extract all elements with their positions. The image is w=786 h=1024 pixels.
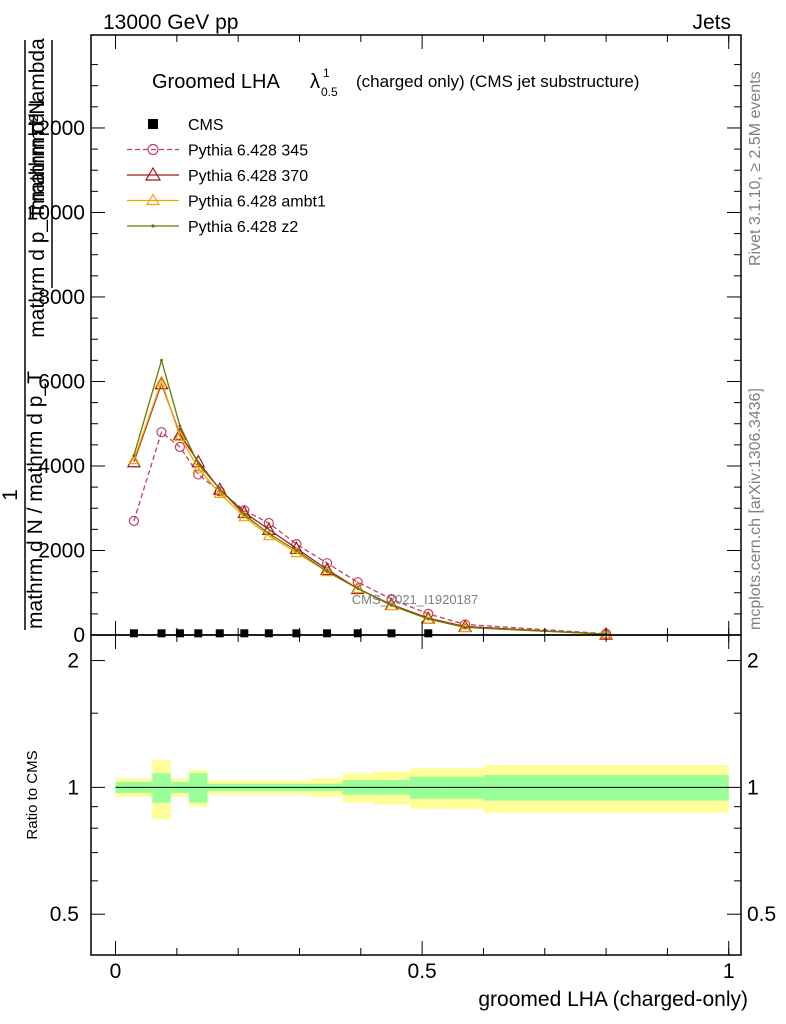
series-pythia-z2-marker (218, 487, 222, 491)
series-pythia-ambt1-marker (385, 599, 398, 611)
legend-marker-4 (151, 224, 155, 228)
ratio-ylabel: Ratio to CMS (24, 750, 41, 839)
cms-data-point (215, 629, 224, 638)
ratio-axes: 0.5 0.5 1 1 2 2 0 0.5 1 (50, 635, 776, 983)
series-pythia-345-line (133, 431, 607, 635)
ylabel-den-a: mathrm d p_T mathrm d lambda (26, 38, 49, 338)
series-pythia-z2-marker (356, 587, 360, 591)
series-pythia-z2-marker (132, 453, 136, 457)
series-pythia-345-marker (128, 515, 140, 527)
ylabel-num-b: 1 (0, 489, 22, 501)
series-pythia-z2-marker (160, 358, 164, 362)
ylabel-num-a: mathrm d²N (26, 100, 49, 211)
mcplots-label: mcplots.cern.ch [arXiv:1306.3436] (747, 388, 764, 630)
legend-label: Pythia 6.428 370 (188, 168, 308, 185)
cms-data-point (194, 629, 203, 638)
series-pythia-345-marker (386, 593, 397, 605)
title-sup: 1 (323, 66, 330, 80)
series-pythia-z2-marker (178, 424, 182, 428)
series-pythia-345-marker (156, 427, 167, 438)
title-symbol: λ (310, 71, 320, 93)
ratio-frame (90, 634, 742, 956)
cms-data-point (424, 629, 433, 638)
series-pythia-345-marker (263, 517, 274, 529)
main-series-layer (126, 357, 614, 640)
ratio-y-tick-label-right: 1 (747, 776, 759, 799)
ratio-stat-band (189, 773, 208, 803)
series-pythia-ambt1-marker (173, 430, 186, 442)
series-pythia-345-marker (352, 577, 363, 588)
legend-label: Pythia 6.428 z2 (188, 219, 298, 236)
series-pythia-370-marker (289, 541, 304, 554)
cms-data-point (353, 629, 362, 638)
series-pythia-z2-marker (294, 548, 298, 552)
main-axes: 0 2000 4000 6000 8000 10000 12000 (27, 35, 741, 647)
series-pythia-ambt1-marker (213, 487, 226, 499)
header-right: Jets (692, 11, 731, 34)
cms-data-point (129, 629, 138, 638)
series-pythia-z2-line (133, 357, 607, 635)
legend-marker-2 (144, 166, 162, 181)
series-pythia-z2-marker (325, 570, 329, 574)
plot-title: Groomed LHA λ 1 0.5 (charged only) (CMS … (152, 66, 639, 99)
ylabel-den-b: mathrm d N / mathrm d p_T (24, 371, 47, 629)
series-pythia-z2-marker (463, 625, 467, 629)
title-main: Groomed LHA (152, 71, 280, 93)
cms-data-point (157, 629, 166, 638)
series-pythia-345-marker (174, 441, 186, 453)
legend-label: Pythia 6.428 345 (188, 143, 308, 160)
title-rest: (charged only) (CMS jet substructure) (356, 72, 639, 91)
series-pythia-370-marker (191, 454, 206, 468)
legend-label: Pythia 6.428 ambt1 (188, 194, 326, 211)
xaxis-label: groomed LHA (charged-only) (478, 988, 748, 1011)
y-tick-label: 12000 (27, 117, 85, 140)
x-tick-label: 0 (110, 960, 122, 983)
legend: CMS Pythia 6.428 345 Pythia 6.428 370 Pythi… (127, 117, 326, 236)
y-tick-label: 0 (73, 624, 85, 647)
series-pythia-345-marker (193, 469, 204, 480)
ratio-y-tick-label: 0.5 (50, 903, 79, 926)
analysis-watermark: CMS_2021_I1920187 (352, 592, 479, 607)
rivet-label: Rivet 3.1.10, ≥ 2.5M events (747, 71, 764, 266)
legend-cms-marker (148, 119, 158, 129)
y-tick-label: 10000 (27, 201, 85, 224)
series-pythia-z2-marker (242, 513, 246, 517)
y-tick-label: 2000 (38, 539, 85, 562)
legend-marker-3 (145, 193, 161, 206)
ratio-y-tick-label: 1 (67, 776, 79, 799)
series-pythia-370-marker (172, 427, 187, 440)
cms-data-point (175, 629, 184, 638)
series-pythia-z2-marker (426, 617, 430, 621)
series-pythia-ambt1-marker (155, 375, 168, 387)
ratio-y-tick-label: 2 (67, 650, 79, 673)
ratio-y-tick-label-right: 2 (747, 650, 759, 673)
main-ylabel: mathrm d²N mathrm d p_T mathrm d lambda … (0, 38, 53, 630)
x-tick-label: 0.5 (408, 960, 437, 983)
header-left: 13000 GeV pp (103, 11, 238, 34)
legend-label: CMS (188, 117, 224, 134)
series-pythia-z2-marker (389, 603, 393, 607)
ratio-stat-band (152, 773, 171, 803)
series-pythia-ambt1-marker (321, 565, 334, 577)
cms-data-point (240, 629, 249, 638)
cms-data-point (323, 629, 332, 638)
series-pythia-z2-marker (267, 532, 271, 536)
series-pythia-ambt1-marker (351, 582, 364, 594)
ratio-bands (115, 760, 729, 820)
ratio-y-tick-label-right: 0.5 (747, 903, 776, 926)
cms-data-point (387, 629, 396, 638)
legend-marker-1 (147, 143, 159, 156)
title-sub: 0.5 (321, 85, 338, 99)
y-tick-label: 6000 (38, 370, 85, 393)
x-tick-label: 1 (723, 960, 735, 983)
cms-data-point (264, 629, 273, 638)
y-tick-label: 8000 (38, 286, 85, 309)
y-tick-label: 4000 (38, 455, 85, 478)
series-pythia-ambt1-marker (127, 453, 140, 465)
series-pythia-z2-marker (196, 462, 200, 466)
cms-data-point (292, 629, 301, 638)
